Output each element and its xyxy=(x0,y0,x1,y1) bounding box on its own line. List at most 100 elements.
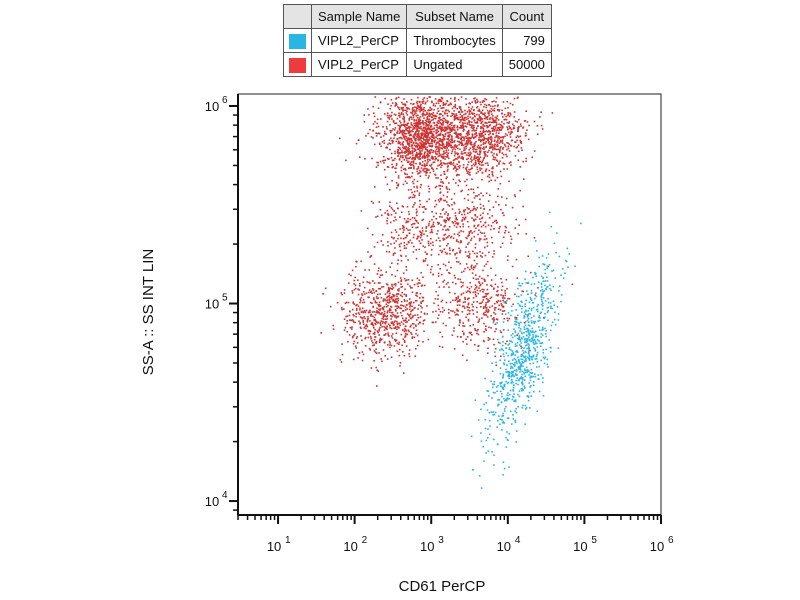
data-point xyxy=(417,235,419,238)
data-point xyxy=(514,399,517,401)
data-point xyxy=(416,151,418,154)
data-point xyxy=(400,166,403,169)
data-point xyxy=(467,117,469,120)
data-point xyxy=(410,111,412,114)
data-point xyxy=(404,309,407,311)
data-point xyxy=(468,131,470,133)
data-point xyxy=(476,168,479,171)
data-point xyxy=(467,157,470,160)
data-point xyxy=(405,221,408,224)
data-point xyxy=(395,317,398,319)
data-point xyxy=(497,139,499,142)
data-point xyxy=(341,308,343,311)
data-point xyxy=(478,136,480,139)
data-point xyxy=(516,139,518,142)
data-point xyxy=(485,304,487,306)
data-point xyxy=(457,156,460,159)
data-point xyxy=(394,315,397,317)
data-point xyxy=(453,224,456,227)
data-point xyxy=(409,116,411,119)
data-point xyxy=(460,96,463,98)
data-point xyxy=(515,317,518,319)
data-point xyxy=(495,386,498,388)
data-point xyxy=(361,359,364,362)
data-point xyxy=(512,414,514,416)
data-point xyxy=(442,162,445,164)
data-point xyxy=(417,323,420,325)
data-point xyxy=(390,311,393,314)
data-point xyxy=(443,135,445,138)
data-point xyxy=(445,102,447,105)
data-point xyxy=(394,102,397,104)
data-point xyxy=(477,158,479,161)
data-point xyxy=(407,319,410,321)
data-point xyxy=(519,189,521,192)
data-point xyxy=(370,323,372,325)
data-point xyxy=(470,126,473,129)
data-point xyxy=(394,134,397,136)
data-point xyxy=(528,344,530,346)
data-point xyxy=(479,101,482,104)
data-point xyxy=(435,136,437,139)
data-point xyxy=(506,148,508,151)
data-point xyxy=(515,361,518,363)
data-point xyxy=(380,240,383,242)
data-point xyxy=(513,111,516,113)
data-point xyxy=(393,137,395,139)
data-point xyxy=(496,109,499,111)
data-point xyxy=(493,318,496,321)
data-point xyxy=(404,329,407,331)
data-point xyxy=(477,100,479,103)
data-point xyxy=(425,227,427,229)
data-point xyxy=(453,274,456,277)
data-point xyxy=(498,304,500,307)
data-point xyxy=(415,162,417,165)
data-point xyxy=(478,281,480,283)
data-point xyxy=(409,196,412,198)
data-point xyxy=(508,348,510,351)
data-point xyxy=(502,412,504,415)
data-point xyxy=(371,311,374,313)
data-point xyxy=(438,147,440,149)
data-point xyxy=(348,314,351,317)
data-point xyxy=(408,152,410,155)
data-point xyxy=(407,220,409,223)
data-point xyxy=(439,192,441,194)
data-point xyxy=(490,179,492,181)
data-point xyxy=(409,130,412,133)
data-point xyxy=(400,155,402,157)
data-point xyxy=(452,281,454,284)
data-point xyxy=(470,158,472,160)
data-point xyxy=(365,323,368,326)
data-point xyxy=(529,296,532,299)
data-point xyxy=(490,151,493,153)
data-point xyxy=(484,170,487,173)
data-point xyxy=(397,281,400,284)
data-point xyxy=(396,350,399,353)
data-point xyxy=(466,142,469,144)
data-point xyxy=(505,226,507,229)
data-point xyxy=(470,435,473,438)
data-point xyxy=(416,145,418,147)
data-point xyxy=(414,144,416,147)
data-point xyxy=(413,233,415,236)
data-point xyxy=(360,296,363,299)
data-point xyxy=(489,110,491,112)
data-point xyxy=(436,112,438,114)
data-point xyxy=(485,98,488,101)
data-point xyxy=(499,342,502,345)
data-point xyxy=(506,431,508,433)
data-point xyxy=(394,327,397,329)
data-point xyxy=(448,312,450,314)
data-point xyxy=(454,118,456,120)
data-point xyxy=(483,146,485,148)
data-point xyxy=(483,106,485,108)
data-point xyxy=(476,121,479,124)
data-point xyxy=(516,121,519,123)
data-point xyxy=(528,307,531,310)
data-point xyxy=(493,343,495,346)
data-point xyxy=(478,193,480,196)
data-point xyxy=(434,114,437,117)
data-point xyxy=(447,213,449,215)
data-point xyxy=(469,151,472,154)
